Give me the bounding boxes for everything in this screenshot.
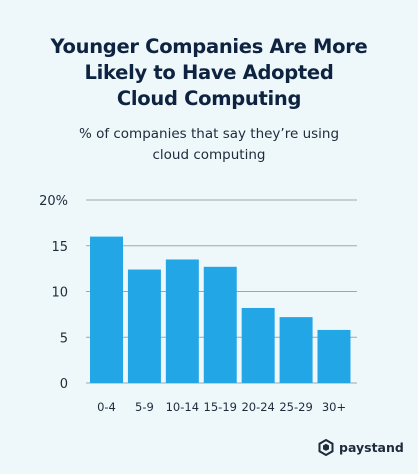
brand-name: paystand — [339, 440, 404, 455]
paystand-logo: paystand — [318, 439, 404, 456]
chart-title-line-3: Cloud Computing — [116, 87, 302, 110]
x-tick-label: 30+ — [322, 400, 346, 414]
x-tick-label: 25-29 — [279, 400, 312, 414]
bar-0-4 — [90, 236, 123, 383]
chart-title: Younger Companies Are More Likely to Hav… — [0, 34, 418, 112]
chart-subtitle-line-1: % of companies that say they’re using — [78, 126, 340, 142]
y-tick-label: 10 — [51, 286, 68, 301]
chart-subtitle: % of companies that say they’re using cl… — [0, 124, 418, 166]
bar-10-14 — [165, 259, 199, 383]
y-tick-label: 20% — [39, 194, 68, 209]
bar-20-24 — [241, 307, 275, 383]
paystand-hexagon-logo-icon — [318, 439, 334, 456]
y-tick-label: 5 — [60, 331, 68, 346]
x-tick-label: 5-9 — [135, 400, 154, 414]
chart-title-line-1: Younger Companies Are More — [50, 35, 368, 58]
y-tick-label: 15 — [51, 240, 68, 255]
y-axis-ticks: 0 5 10 15 20% — [39, 194, 68, 392]
x-tick-label: 15-19 — [204, 400, 237, 414]
bars — [90, 236, 351, 383]
y-tick-label: 0 — [60, 377, 68, 392]
chart-subtitle-line-2: cloud computing — [152, 147, 266, 163]
x-axis-ticks: 0-4 5-9 10-14 15-19 20-24 25-29 30+ — [97, 400, 346, 414]
bar-15-19 — [203, 266, 237, 383]
bar-5-9 — [127, 269, 161, 383]
x-tick-label: 20-24 — [241, 400, 274, 414]
chart-title-line-2: Likely to Have Adopted — [84, 61, 334, 84]
bar-30+ — [317, 329, 351, 383]
x-tick-label: 10-14 — [166, 400, 199, 414]
bar-25-29 — [279, 317, 313, 383]
x-tick-label: 0-4 — [97, 400, 116, 414]
